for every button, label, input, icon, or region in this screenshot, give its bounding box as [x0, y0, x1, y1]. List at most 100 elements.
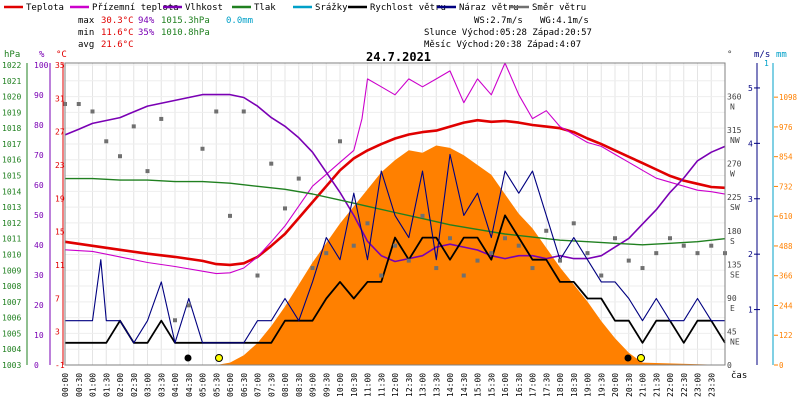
x-tick-label: 17:30 — [542, 373, 551, 397]
wind-direction-point — [516, 243, 521, 248]
wind-direction-point — [599, 273, 604, 278]
wind-direction-point — [145, 169, 150, 174]
y-tick-temp: 19 — [55, 194, 65, 203]
axes: 00:00 00:30 01:00 01:30 02:00 02:30 03:00 03:30… — [2, 59, 798, 397]
y-tick-hpa: 1010 — [2, 250, 21, 259]
y-tick-dir-name: SW — [730, 203, 740, 212]
x-tick-label: 03:00 — [144, 373, 153, 397]
y-tick-pct: 10 — [34, 331, 44, 340]
y-tick-hpa: 1020 — [2, 93, 21, 102]
unit-deg: ° — [727, 50, 732, 60]
series-line-vlhkost — [64, 93, 726, 263]
y-tick-temp: 35 — [55, 61, 65, 70]
wind-direction-point — [159, 116, 164, 121]
y-tick-hpa: 1021 — [2, 77, 21, 86]
series-line-naraz — [65, 153, 725, 344]
x-tick-label: 22:30 — [680, 373, 689, 397]
x-tick-label: 20:30 — [625, 373, 634, 397]
wind-direction-point — [709, 243, 714, 248]
y-tick-pct: 60 — [34, 181, 44, 190]
legend: Teplota Přízemní teplota Vlhkost Tlak Srážky… — [4, 3, 586, 13]
x-tick-label: 06:00 — [226, 373, 235, 397]
wind-direction-point — [255, 273, 260, 278]
x-tick-label: 22:00 — [666, 373, 675, 397]
x-tick-label: 23:00 — [694, 373, 703, 397]
y-tick-wm2: 1098 — [779, 93, 798, 102]
y-tick-hpa: 1003 — [2, 361, 21, 370]
x-tick-label: 10:00 — [336, 373, 345, 397]
solar-radiation-area — [65, 145, 725, 365]
x-tick-label: 20:00 — [611, 373, 620, 397]
unit-mm: mm — [776, 50, 787, 60]
wind-direction-point — [393, 243, 397, 248]
unit-pct: % — [39, 50, 45, 60]
wind-direction-point — [131, 124, 136, 129]
y-tick-hpa: 1019 — [2, 108, 21, 117]
wind-direction-point — [503, 236, 507, 241]
x-tick-label: 02:30 — [130, 373, 139, 397]
axis-units: hPa % °C ° m/s mm čas — [4, 50, 787, 381]
wind-direction-point — [269, 161, 274, 166]
y-tick-wm2: 732 — [779, 182, 793, 191]
legend-label: Srážky — [315, 3, 348, 13]
y-tick-pct: 20 — [34, 301, 44, 310]
x-axis-label: čas — [731, 370, 747, 381]
unit-degc: °C — [56, 50, 67, 60]
x-tick-label: 14:30 — [460, 373, 469, 397]
unit-ms: m/s — [754, 50, 770, 60]
x-tick-label: 18:00 — [556, 373, 565, 397]
legend-label: Směr větru — [532, 3, 586, 13]
y-tick-dir: 90 — [727, 294, 737, 303]
x-tick-label: 21:30 — [652, 373, 661, 397]
wind-direction-point — [448, 236, 452, 241]
wind-direction-point — [241, 109, 246, 114]
x-tick-label: 07:00 — [254, 373, 263, 397]
x-tick-label: 07:30 — [267, 373, 276, 397]
x-tick-label: 01:30 — [102, 373, 111, 397]
wind-direction-point — [558, 258, 562, 263]
y-tick-dir-name: N — [730, 103, 735, 112]
x-tick-label: 08:30 — [295, 373, 304, 397]
y-tick-hpa: 1007 — [2, 298, 21, 307]
y-tick-wm2: 0 — [779, 361, 784, 370]
x-tick-label: 01:00 — [89, 373, 98, 397]
series-line-tlak — [65, 177, 726, 246]
moonrise-icon — [624, 354, 632, 362]
sun-moon-markers — [184, 354, 645, 362]
y-tick-temp: 23 — [55, 161, 65, 170]
unit-hpa: hPa — [4, 50, 20, 60]
y-tick-hpa: 1008 — [2, 282, 21, 291]
wind-direction-point — [228, 213, 232, 218]
x-tick-label: 02:00 — [116, 373, 125, 397]
y-tick-dir: 0 — [727, 361, 732, 370]
stats-block: max 30.3°C 94% 1015.3hPa 0.0mm min 11.6°… — [78, 16, 592, 50]
y-tick-pct: 70 — [34, 151, 44, 160]
x-tick-label: 05:30 — [212, 373, 221, 397]
y-tick-hpa: 1016 — [2, 156, 21, 165]
stats-max-hum: 94% — [138, 16, 155, 26]
y-tick-temp: 3 — [55, 328, 60, 337]
wind-direction-point — [475, 258, 480, 263]
x-tick-label: 19:00 — [584, 373, 593, 397]
y-tick-dir-name: E — [730, 304, 735, 313]
x-tick-label: 13:00 — [419, 373, 428, 397]
legend-label: Tlak — [254, 3, 276, 13]
stats-avg-temp: 21.6°C — [101, 40, 134, 50]
y-tick-dir-name: SE — [730, 270, 740, 279]
y-tick-temp: 11 — [55, 261, 65, 270]
y-tick-wm2: 122 — [779, 331, 793, 340]
wind-direction-point — [200, 146, 205, 151]
y-tick-hpa: 1004 — [2, 345, 21, 354]
y-tick-wm2: 854 — [779, 153, 793, 162]
x-tick-label: 08:00 — [281, 373, 290, 397]
x-tick-label: 12:00 — [391, 373, 400, 397]
y-tick-hpa: 1009 — [2, 266, 21, 275]
chart-title: 24.7.2021 — [366, 50, 431, 64]
x-tick-label: 19:30 — [597, 373, 606, 397]
series-line-pocitova — [64, 62, 726, 275]
wind-direction-point — [530, 266, 535, 271]
wind-direction-point — [186, 303, 191, 308]
wind-direction-point — [461, 273, 466, 278]
stats-min-temp: 11.6°C — [101, 28, 134, 38]
sunset-icon — [637, 354, 645, 362]
